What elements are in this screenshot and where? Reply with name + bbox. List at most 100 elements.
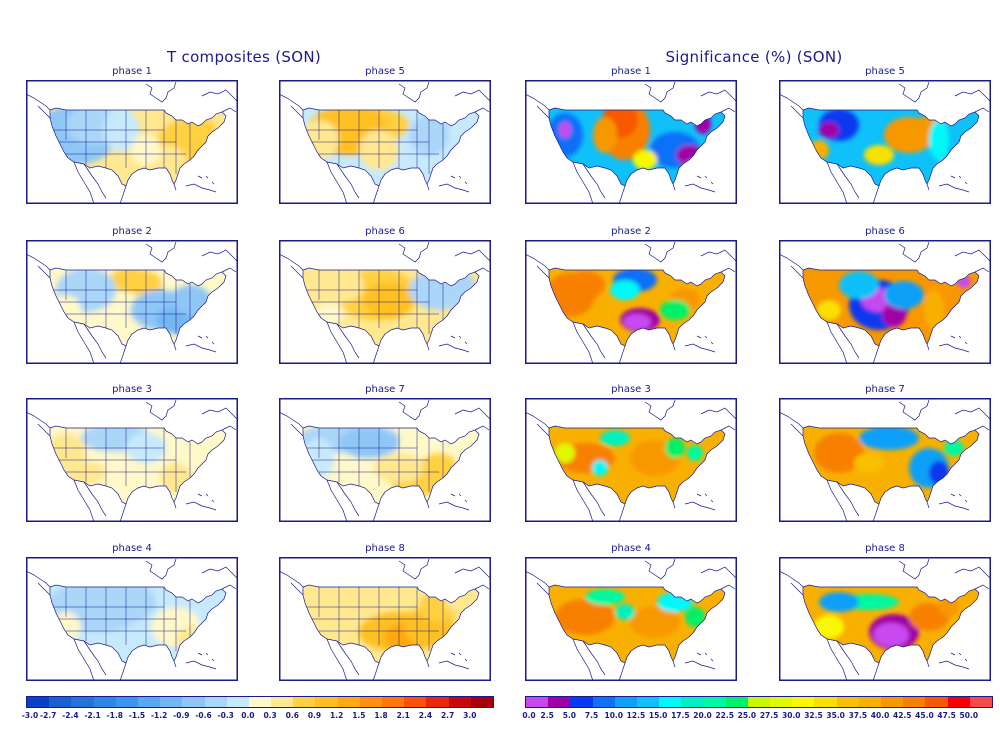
temperature-colorbar-tick-label: 2.4 <box>418 711 433 720</box>
significance-panel: phase 3 <box>525 384 737 522</box>
map-frame <box>779 557 991 681</box>
coastline <box>73 638 95 681</box>
temperature-colorbar-tick-label: 0.3 <box>263 711 277 720</box>
coastline <box>572 479 594 522</box>
significance-panel: phase 8 <box>779 543 991 681</box>
map-frame <box>26 398 238 522</box>
significance-panel: phase 2 <box>525 226 737 364</box>
coastline <box>326 321 348 364</box>
coastline <box>336 640 360 676</box>
coastline <box>954 249 991 263</box>
field-contour <box>559 122 571 138</box>
coastline <box>37 423 51 437</box>
map-svg <box>525 80 737 204</box>
coastline <box>450 335 468 345</box>
significance-colorbar-tick-label: 32.5 <box>804 711 823 720</box>
field-contour <box>665 438 685 458</box>
coastline <box>197 335 215 345</box>
us-outline <box>302 425 480 505</box>
coastline <box>872 185 880 204</box>
field-contour <box>957 276 971 288</box>
field-contour <box>814 433 864 473</box>
map-svg <box>279 557 491 681</box>
coastline <box>950 493 968 503</box>
coastline <box>974 107 990 113</box>
t-composite-panel: phase 6 <box>279 226 491 364</box>
t-composite-panel: phase 8 <box>279 543 491 681</box>
coastline <box>450 175 468 185</box>
coastline <box>73 479 95 522</box>
significance-colorbar-tick-label: 15.0 <box>648 711 668 720</box>
field-contour <box>615 604 635 620</box>
temperature-colorbar-swatch <box>404 697 427 707</box>
temperature-colorbar-tick-label: -0.3 <box>217 711 234 720</box>
field-contour <box>171 285 211 315</box>
coastline <box>950 335 968 345</box>
coastline <box>826 161 848 204</box>
us-outline <box>49 584 227 664</box>
temperature-colorbar-tick-label: 0.6 <box>285 711 299 720</box>
temperature-colorbar-tick-label: -0.6 <box>195 711 212 720</box>
significance-panel: phase 6 <box>779 226 991 364</box>
coastline <box>872 345 880 364</box>
coastline <box>790 582 804 596</box>
us-outline <box>49 107 227 187</box>
map-svg <box>525 557 737 681</box>
coastline <box>26 253 51 271</box>
significance-colorbar-tick-label: 35.0 <box>826 711 845 720</box>
coastline <box>644 399 676 421</box>
coastline <box>201 566 238 580</box>
temperature-colorbar-swatch <box>226 697 249 707</box>
significance-colorbar-tick-label: 22.5 <box>715 711 734 720</box>
map-svg <box>779 557 991 681</box>
significance-panel: phase 7 <box>779 384 991 522</box>
temperature-colorbar-tick-label: -2.1 <box>84 711 101 720</box>
field-contour <box>419 453 459 493</box>
map-svg <box>779 240 991 364</box>
us-outline <box>49 267 227 347</box>
significance-colorbar-tick-label: 37.5 <box>848 711 868 720</box>
panel-title: phase 6 <box>365 226 405 237</box>
significance-colorbar-swatch <box>858 697 881 707</box>
map-frame <box>525 80 737 204</box>
temperature-colorbar-tick-label: -3.0 <box>21 711 39 720</box>
coastline <box>37 105 51 119</box>
coastline <box>926 183 930 191</box>
temperature-colorbar-swatch <box>359 697 382 707</box>
significance-panel: phase 1 <box>525 66 737 204</box>
field-contour <box>623 314 651 330</box>
map-frame <box>525 557 737 681</box>
coastline <box>720 107 736 113</box>
field-contour <box>695 114 711 134</box>
temperature-colorbar-swatch <box>382 697 405 707</box>
coastline <box>790 265 804 279</box>
coastline <box>221 584 237 590</box>
coastline <box>26 411 51 429</box>
significance-colorbar-tick-label: 0.0 <box>522 711 536 720</box>
coastline <box>684 343 716 353</box>
coastline <box>438 660 470 670</box>
coastline <box>201 249 238 263</box>
coastline <box>525 253 550 271</box>
field-contour <box>660 300 690 320</box>
field-contour <box>676 145 704 165</box>
significance-colorbar-swatch <box>792 697 815 707</box>
t-composite-panel: phase 7 <box>279 384 491 522</box>
significance-colorbar-swatch <box>592 697 615 707</box>
field-contour <box>809 140 829 160</box>
field-contour <box>555 443 575 463</box>
significance-title: Significance (%) (SON) <box>665 48 843 66</box>
coastline <box>336 163 360 199</box>
t-composite-panel: phase 5 <box>279 66 491 204</box>
coastline <box>454 249 491 263</box>
coastline <box>201 407 238 421</box>
significance-colorbar-tick-label: 2.5 <box>540 711 554 720</box>
map-frame <box>26 240 238 364</box>
field-contour <box>814 615 844 639</box>
coastline <box>173 660 177 668</box>
us-outline <box>802 425 980 505</box>
significance-colorbar-swatch <box>636 697 660 707</box>
coastline <box>525 411 550 429</box>
coastline <box>700 407 737 421</box>
coastline <box>684 183 716 193</box>
